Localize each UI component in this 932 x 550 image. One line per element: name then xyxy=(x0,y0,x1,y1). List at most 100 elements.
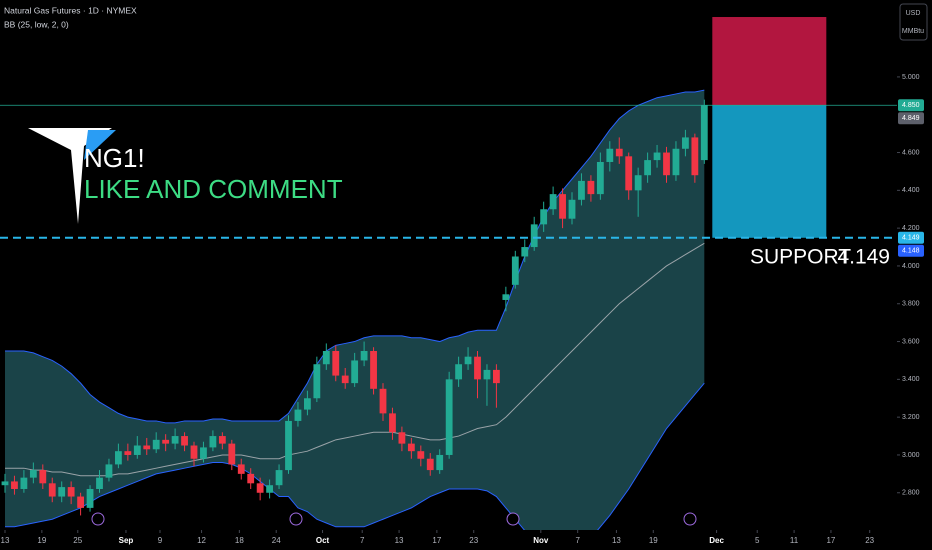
candle-body xyxy=(455,364,463,380)
event-marker[interactable] xyxy=(506,512,520,526)
candle-body xyxy=(389,413,396,433)
candle-body xyxy=(682,137,689,149)
x-tick-label: 5 xyxy=(755,536,760,545)
logo-white xyxy=(28,128,112,224)
unit: MMBtu xyxy=(902,28,924,35)
candle-body xyxy=(133,445,141,455)
price-label: 4.850 xyxy=(902,102,920,109)
candle-body xyxy=(587,180,595,195)
candle-body xyxy=(11,481,18,489)
candle-body xyxy=(86,488,94,508)
candle-body xyxy=(417,451,425,459)
candle-body xyxy=(1,481,9,486)
candle-body xyxy=(200,447,207,459)
x-tick-label: 12 xyxy=(197,536,206,545)
event-marker[interactable] xyxy=(289,512,303,526)
event-marker[interactable] xyxy=(91,512,105,526)
candle-body xyxy=(445,379,453,455)
candle-body xyxy=(294,409,302,421)
candle-body xyxy=(162,439,170,444)
x-tick-label: 17 xyxy=(826,536,835,545)
x-tick-label: 23 xyxy=(469,536,478,545)
band-upper xyxy=(4,89,705,424)
y-tick-label: 4.400 xyxy=(902,187,920,194)
candle-body xyxy=(96,477,103,489)
candle-body xyxy=(568,199,576,219)
candle-body xyxy=(58,487,66,497)
candle-body xyxy=(398,432,406,444)
candle-body xyxy=(549,194,557,210)
plot-area xyxy=(0,17,897,550)
x-tick-label: Sep xyxy=(119,536,134,545)
time-axis xyxy=(0,530,932,550)
candle-body xyxy=(663,152,670,176)
candle-body xyxy=(464,356,472,365)
candle-body xyxy=(20,477,28,489)
candle-body xyxy=(596,161,604,195)
stop-zone xyxy=(712,17,827,106)
candle-body xyxy=(48,483,56,497)
x-tick-label: 9 xyxy=(158,536,163,545)
candle-body xyxy=(653,152,661,161)
candle-body xyxy=(578,180,585,200)
band-fill xyxy=(4,90,705,550)
candle-body xyxy=(77,496,85,508)
price-axis xyxy=(897,0,932,550)
symbol-label: NG1! xyxy=(84,143,145,173)
x-tick-label: 19 xyxy=(37,536,46,545)
x-tick-label: Nov xyxy=(533,536,549,545)
candle-body xyxy=(502,294,510,300)
x-tick-label: 7 xyxy=(575,536,580,545)
candle-body xyxy=(171,436,179,444)
candle-body xyxy=(114,451,122,465)
candle-body xyxy=(625,156,633,191)
y-tick-label: 5.000 xyxy=(902,74,920,81)
price-label-box xyxy=(898,112,924,125)
candle-body xyxy=(700,105,708,161)
y-tick-label: 3.800 xyxy=(902,301,920,308)
x-tick-label: 13 xyxy=(612,536,621,545)
price-label-box xyxy=(898,231,924,244)
price-label-box xyxy=(898,99,924,112)
candle-body xyxy=(304,398,311,410)
candle-body xyxy=(247,473,255,484)
event-markers xyxy=(91,512,697,526)
candle-body xyxy=(237,464,245,474)
price-label: 4.849 xyxy=(902,115,920,122)
x-tick-label: 13 xyxy=(395,536,404,545)
candle-body xyxy=(218,436,226,444)
band-basis xyxy=(4,242,705,477)
candle-body xyxy=(266,485,274,493)
y-tick-label: 3.200 xyxy=(902,414,920,421)
x-tick-label: Oct xyxy=(316,536,330,545)
price-label-box xyxy=(898,244,924,257)
candle-body xyxy=(256,483,264,493)
candle-body xyxy=(124,451,132,455)
x-tick-label: 19 xyxy=(649,536,658,545)
candle-body xyxy=(29,470,37,478)
y-tick-label: 4.200 xyxy=(902,225,920,232)
x-tick-label: 17 xyxy=(432,536,441,545)
indicator-label: BB (25, low, 2, 0) xyxy=(4,19,69,29)
candle-body xyxy=(606,148,614,162)
price-label: 4.148 xyxy=(902,248,920,255)
event-marker[interactable] xyxy=(683,512,697,526)
candle-body xyxy=(379,388,387,414)
candle-body xyxy=(152,439,160,450)
candle-body xyxy=(105,464,113,478)
candle-body xyxy=(634,175,642,191)
currency: USD xyxy=(906,10,921,17)
y-tick-label: 3.400 xyxy=(902,376,920,383)
annotation: LIKE AND COMMENT xyxy=(84,174,343,204)
candle-body xyxy=(39,470,47,484)
support-value: 4.149 xyxy=(837,245,890,268)
x-tick-label: 11 xyxy=(790,536,799,545)
candle-body xyxy=(644,160,652,176)
candle-body xyxy=(530,224,538,248)
unit-box[interactable] xyxy=(899,3,928,41)
x-tick-label: 24 xyxy=(272,536,281,545)
candle-body xyxy=(370,351,377,389)
candle-body xyxy=(275,470,283,486)
candle-body xyxy=(143,445,151,450)
price-label: 4.149 xyxy=(902,235,920,242)
